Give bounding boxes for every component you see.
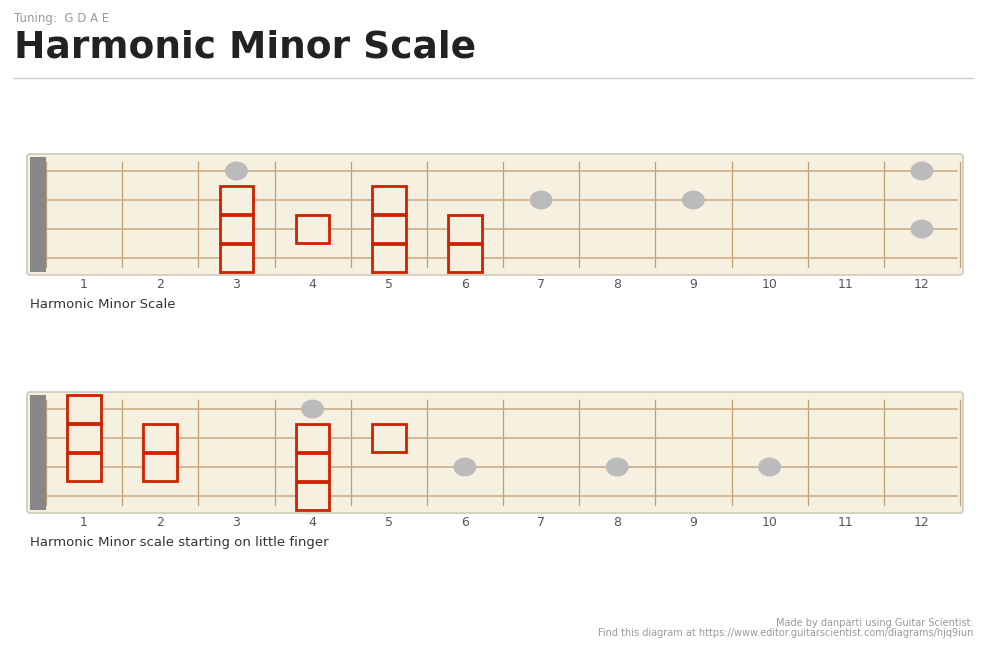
Text: 6: 6	[460, 516, 468, 529]
Bar	[220, 244, 253, 272]
Text: 12: 12	[913, 278, 929, 291]
Text: Harmonic Minor scale starting on little finger: Harmonic Minor scale starting on little …	[30, 536, 328, 549]
Text: 4: 4	[309, 516, 317, 529]
Ellipse shape	[909, 162, 933, 181]
Ellipse shape	[605, 458, 628, 476]
Ellipse shape	[225, 162, 247, 181]
Text: 2: 2	[156, 278, 164, 291]
Bar	[296, 424, 329, 452]
Bar	[220, 186, 253, 214]
Bar	[143, 453, 176, 481]
Bar	[372, 215, 405, 243]
Text: 3: 3	[233, 516, 241, 529]
Text: 9: 9	[689, 516, 697, 529]
Text: Harmonic Minor Scale: Harmonic Minor Scale	[30, 298, 176, 311]
Bar	[296, 453, 329, 481]
Text: 2: 2	[156, 516, 164, 529]
Text: 11: 11	[837, 516, 853, 529]
Text: 8: 8	[612, 278, 620, 291]
Ellipse shape	[529, 190, 552, 209]
FancyBboxPatch shape	[27, 392, 962, 513]
Bar	[143, 424, 176, 452]
Text: 6: 6	[460, 278, 468, 291]
Bar	[296, 482, 329, 510]
Bar	[67, 424, 101, 452]
Bar	[67, 395, 101, 423]
Ellipse shape	[301, 400, 323, 419]
Bar	[220, 215, 253, 243]
Text: 5: 5	[385, 278, 392, 291]
Text: 3: 3	[233, 278, 241, 291]
Text: 1: 1	[80, 516, 88, 529]
Bar	[296, 215, 329, 243]
Text: 7: 7	[536, 278, 544, 291]
Bar	[372, 424, 405, 452]
Bar	[30, 395, 46, 510]
Text: 10: 10	[761, 516, 777, 529]
Bar	[448, 215, 481, 243]
Text: 7: 7	[536, 516, 544, 529]
Text: Tuning:  G D A E: Tuning: G D A E	[14, 12, 109, 25]
Bar	[372, 244, 405, 272]
Text: Made by danparti using Guitar Scientist.: Made by danparti using Guitar Scientist.	[775, 618, 972, 628]
Bar	[448, 244, 481, 272]
Bar	[30, 157, 46, 272]
Ellipse shape	[453, 458, 476, 476]
Bar	[372, 186, 405, 214]
Text: 10: 10	[761, 278, 777, 291]
Bar	[67, 453, 101, 481]
Text: 5: 5	[385, 516, 392, 529]
FancyBboxPatch shape	[27, 154, 962, 275]
Text: 8: 8	[612, 516, 620, 529]
Text: 11: 11	[837, 278, 853, 291]
Text: 12: 12	[913, 516, 929, 529]
Text: Find this diagram at https://www.editor.guitarscientist.com/diagrams/hjq9iun: Find this diagram at https://www.editor.…	[597, 628, 972, 638]
Text: 4: 4	[309, 278, 317, 291]
Text: Harmonic Minor Scale: Harmonic Minor Scale	[14, 30, 475, 66]
Text: 1: 1	[80, 278, 88, 291]
Ellipse shape	[909, 220, 933, 239]
Text: 9: 9	[689, 278, 697, 291]
Ellipse shape	[681, 190, 704, 209]
Ellipse shape	[757, 458, 780, 476]
